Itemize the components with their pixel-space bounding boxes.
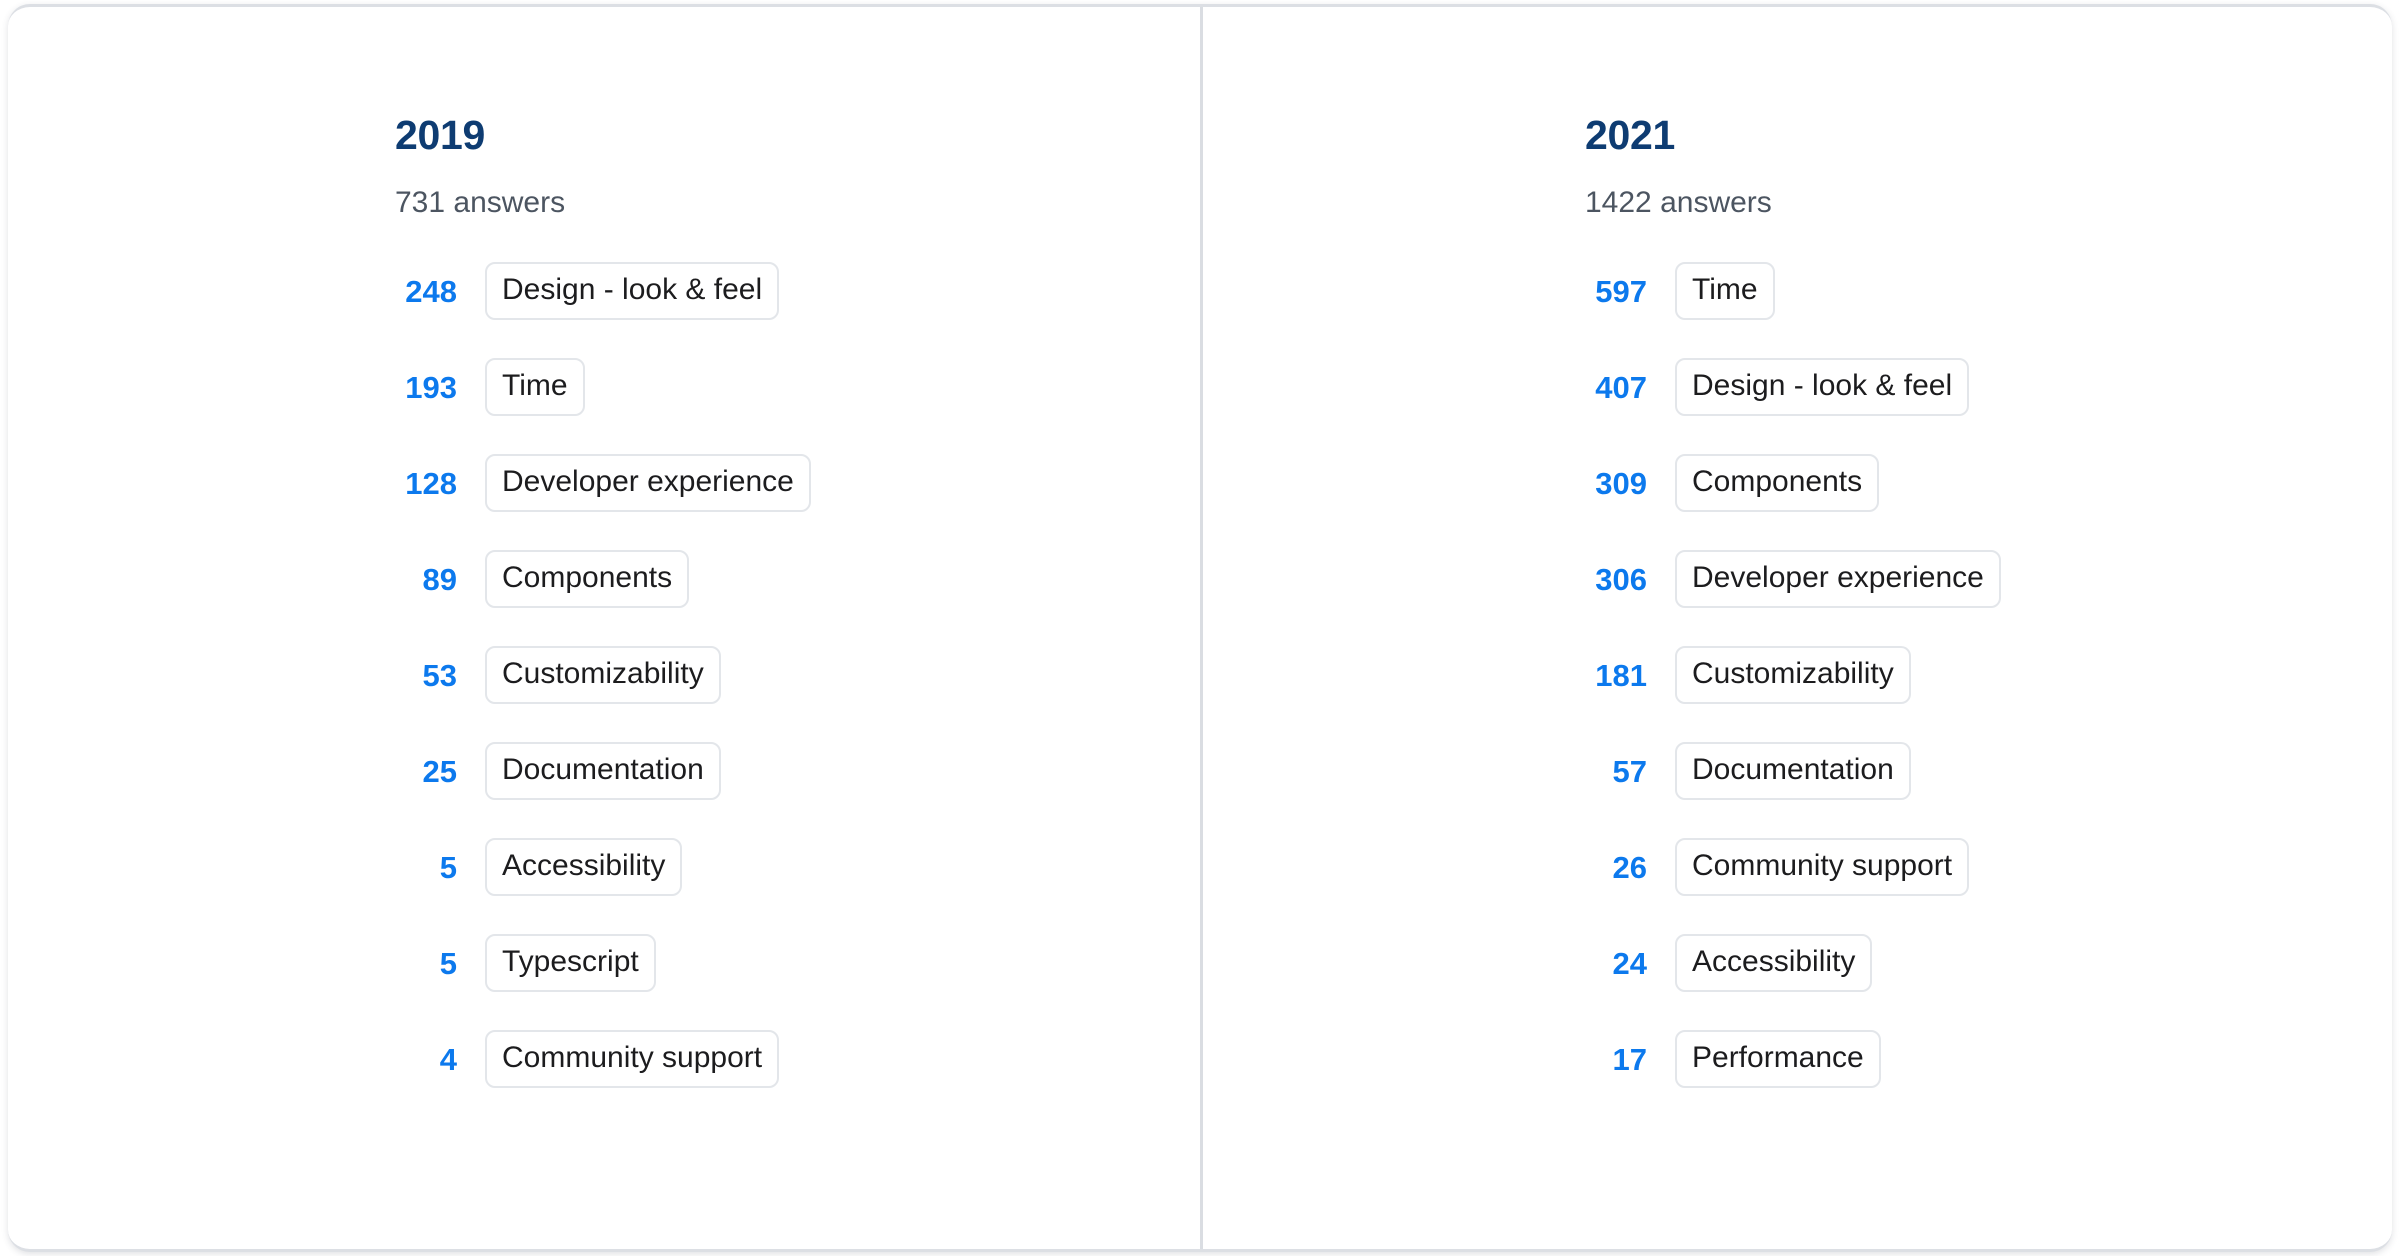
row-count: 25: [422, 753, 457, 789]
row-count: 407: [1595, 369, 1647, 405]
row-count: 4: [439, 1041, 457, 1077]
row-label-pill[interactable]: Components: [485, 550, 690, 608]
row-label-pill[interactable]: Customizability: [485, 646, 721, 704]
row-count: 181: [1595, 657, 1647, 693]
row-label-pill[interactable]: Design - look & feel: [485, 262, 780, 320]
row-label-pill[interactable]: Community support: [1675, 838, 1970, 896]
list-item[interactable]: 193 Time: [395, 356, 1200, 418]
panel-2019-inner: 2019 731 answers 248 Design - look & fee…: [8, 7, 1200, 1090]
list-item[interactable]: 25 Documentation: [395, 740, 1200, 802]
list-item[interactable]: 306 Developer experience: [1585, 548, 2392, 610]
panel-year-title: 2021: [1585, 112, 1676, 158]
list-item[interactable]: 24 Accessibility: [1585, 932, 2392, 994]
row-label-pill[interactable]: Developer experience: [485, 454, 811, 512]
survey-comparison-card: 2019 731 answers 248 Design - look & fee…: [8, 4, 2392, 1252]
row-label-pill[interactable]: Community support: [485, 1030, 780, 1088]
panel-2021: 2021 1422 answers 597 Time 407 Design - …: [1200, 7, 2392, 1249]
row-label-pill[interactable]: Accessibility: [1675, 934, 1873, 992]
list-item[interactable]: 4 Community support: [395, 1028, 1200, 1090]
row-count: 193: [405, 369, 457, 405]
row-count: 26: [1612, 849, 1647, 885]
row-count: 89: [422, 561, 457, 597]
panel-2019: 2019 731 answers 248 Design - look & fee…: [8, 7, 1200, 1249]
row-label-pill[interactable]: Design - look & feel: [1675, 358, 1970, 416]
row-count: 5: [439, 945, 457, 981]
list-item[interactable]: 26 Community support: [1585, 836, 2392, 898]
list-item[interactable]: 407 Design - look & feel: [1585, 356, 2392, 418]
list-item[interactable]: 181 Customizability: [1585, 644, 2392, 706]
row-label-pill[interactable]: Typescript: [485, 934, 656, 992]
row-count: 53: [422, 657, 457, 693]
row-label-pill[interactable]: Time: [1675, 262, 1775, 320]
panel-answers-count: 731 answers: [395, 186, 566, 219]
row-label-pill[interactable]: Documentation: [485, 742, 721, 800]
panel-2019-rows: 248 Design - look & feel 193 Time 128 De…: [395, 260, 1200, 1090]
row-label-pill[interactable]: Accessibility: [485, 838, 683, 896]
row-count: 597: [1595, 273, 1647, 309]
row-count: 5: [439, 849, 457, 885]
row-count: 309: [1595, 465, 1647, 501]
row-count: 306: [1595, 561, 1647, 597]
list-item[interactable]: 128 Developer experience: [395, 452, 1200, 514]
panel-answers-count: 1422 answers: [1585, 186, 1772, 219]
row-label-pill[interactable]: Performance: [1675, 1030, 1881, 1088]
row-count: 248: [405, 273, 457, 309]
list-item[interactable]: 89 Components: [395, 548, 1200, 610]
row-label-pill[interactable]: Documentation: [1675, 742, 1911, 800]
list-item[interactable]: 248 Design - look & feel: [395, 260, 1200, 322]
row-count: 17: [1612, 1041, 1647, 1077]
panel-year-title: 2019: [395, 112, 486, 158]
row-label-pill[interactable]: Time: [485, 358, 585, 416]
list-item[interactable]: 5 Accessibility: [395, 836, 1200, 898]
row-count: 57: [1612, 753, 1647, 789]
list-item[interactable]: 5 Typescript: [395, 932, 1200, 994]
list-item[interactable]: 597 Time: [1585, 260, 2392, 322]
row-label-pill[interactable]: Components: [1675, 454, 1880, 512]
list-item[interactable]: 17 Performance: [1585, 1028, 2392, 1090]
row-count: 24: [1612, 945, 1647, 981]
row-label-pill[interactable]: Customizability: [1675, 646, 1911, 704]
panel-2021-rows: 597 Time 407 Design - look & feel 309 Co…: [1585, 260, 2392, 1090]
row-count: 128: [405, 465, 457, 501]
row-label-pill[interactable]: Developer experience: [1675, 550, 2001, 608]
panel-2021-inner: 2021 1422 answers 597 Time 407 Design - …: [1203, 7, 2392, 1090]
list-item[interactable]: 53 Customizability: [395, 644, 1200, 706]
list-item[interactable]: 309 Components: [1585, 452, 2392, 514]
list-item[interactable]: 57 Documentation: [1585, 740, 2392, 802]
